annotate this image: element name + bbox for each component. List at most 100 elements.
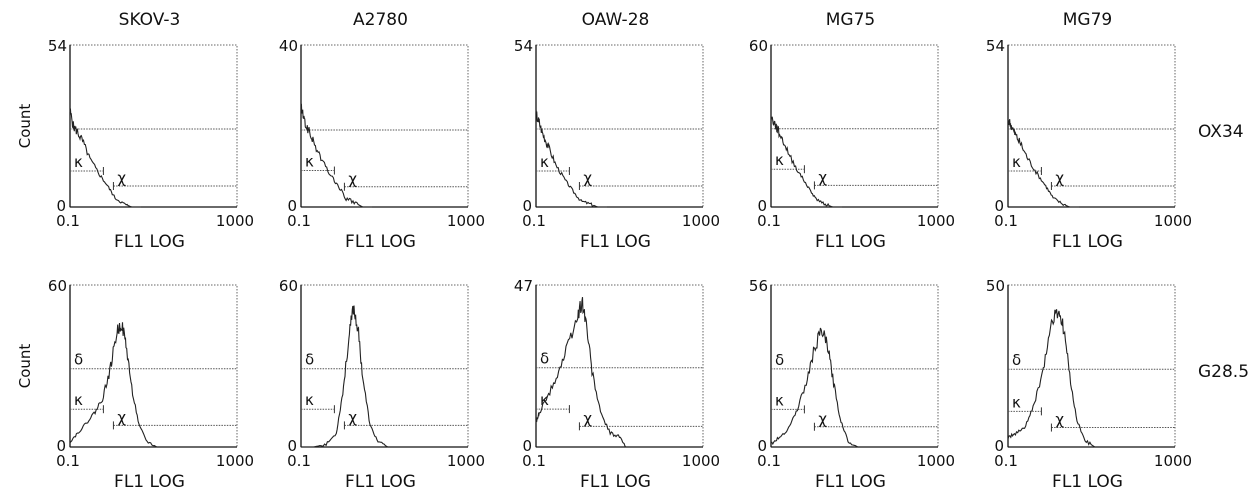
y-max-tick: 56 <box>749 277 768 295</box>
histogram-panel: 54 00.1 1000 FL1 LOG κ χ <box>514 37 720 252</box>
gate-label-delta: δ <box>775 351 784 369</box>
x-axis-label: FL1 LOG <box>114 472 185 492</box>
x-axis-label: FL1 LOG <box>815 232 886 252</box>
x-min-tick: 0.1 <box>522 212 546 230</box>
y-min-tick: 0 <box>522 437 532 455</box>
y-min-tick: 0 <box>287 197 297 215</box>
y-min-tick: 0 <box>56 197 66 215</box>
histogram-panel: 60 00.1 1000 FL1 LOG δ κ χ <box>48 277 254 492</box>
x-max-tick: 1000 <box>447 452 485 470</box>
x-max-tick: 1000 <box>1154 212 1192 230</box>
y-max-tick: 60 <box>48 277 67 295</box>
histogram-panel: 60 00.1 1000 FL1 LOG κ χ <box>749 37 955 252</box>
y-max-tick: 60 <box>279 277 298 295</box>
gate-label-delta: δ <box>1012 351 1021 369</box>
column-title: MG79 <box>1063 10 1112 30</box>
gate-label-kappa: κ <box>1012 393 1021 411</box>
row-label: OX34 <box>1198 122 1244 142</box>
x-max-tick: 1000 <box>447 212 485 230</box>
x-max-tick: 1000 <box>216 452 254 470</box>
y-min-tick: 0 <box>287 437 297 455</box>
plot-frame <box>69 44 238 208</box>
histogram-trace <box>300 103 372 208</box>
histogram-panel: 50 00.1 1000 FL1 LOG δ κ χ <box>986 277 1192 492</box>
x-axis-label: FL1 LOG <box>345 472 416 492</box>
x-max-tick: 1000 <box>1154 452 1192 470</box>
y-max-tick: 40 <box>279 37 298 55</box>
gate-label-chi: χ <box>583 409 592 427</box>
plot-frame <box>535 44 704 208</box>
histogram-trace <box>1007 119 1079 208</box>
x-min-tick: 0.1 <box>287 452 311 470</box>
plot-frame <box>69 284 238 448</box>
y-max-tick: 54 <box>986 37 1005 55</box>
column-title: SKOV-3 <box>119 10 181 30</box>
plot-frame <box>300 44 469 208</box>
histogram-trace <box>770 327 859 448</box>
histogram-trace <box>770 116 842 208</box>
x-max-tick: 1000 <box>917 212 955 230</box>
gate-label-chi: χ <box>818 410 827 428</box>
histogram-trace <box>535 109 607 208</box>
y-max-tick: 54 <box>48 37 67 55</box>
row-label: G28.5 <box>1198 362 1249 382</box>
gate-label-kappa: κ <box>305 391 314 409</box>
x-max-tick: 1000 <box>917 452 955 470</box>
histogram-panel: 54 00.1 1000 FL1 LOG κ χ <box>986 37 1192 252</box>
y-min-tick: 0 <box>757 437 767 455</box>
x-axis-label: FL1 LOG <box>580 232 651 252</box>
histogram-panel: 54 00.1 1000 FL1 LOG κ χ <box>48 37 254 252</box>
x-max-tick: 1000 <box>682 212 720 230</box>
gate-label-kappa: κ <box>775 391 784 409</box>
gate-label-kappa: κ <box>775 151 784 169</box>
gate-label-chi: χ <box>348 408 357 426</box>
histogram-panel: 47 00.1 1000 FL1 LOG δ κ χ <box>514 277 720 492</box>
y-axis-label: Count <box>16 104 34 149</box>
column-title: A2780 <box>353 10 408 30</box>
column-title: OAW-28 <box>582 10 650 30</box>
x-min-tick: 0.1 <box>56 452 80 470</box>
y-min-tick: 0 <box>994 197 1004 215</box>
x-min-tick: 0.1 <box>287 212 311 230</box>
plot-frame <box>300 284 469 448</box>
x-min-tick: 0.1 <box>994 452 1018 470</box>
y-max-tick: 50 <box>986 277 1005 295</box>
x-axis-label: FL1 LOG <box>345 232 416 252</box>
y-max-tick: 47 <box>514 277 533 295</box>
histogram-panel: 60 00.1 1000 FL1 LOG δ κ χ <box>279 277 485 492</box>
y-min-tick: 0 <box>994 437 1004 455</box>
gate-label-delta: δ <box>305 351 314 369</box>
gate-label-chi: χ <box>583 169 592 187</box>
gate-label-chi: χ <box>348 170 357 188</box>
gate-label-kappa: κ <box>540 391 549 409</box>
gate-label-chi: χ <box>1055 169 1064 187</box>
x-axis-label: FL1 LOG <box>1052 232 1123 252</box>
gate-label-delta: δ <box>74 351 83 369</box>
x-axis-label: FL1 LOG <box>1052 472 1123 492</box>
plot-frame <box>1007 44 1176 208</box>
y-min-tick: 0 <box>757 197 767 215</box>
y-min-tick: 0 <box>56 437 66 455</box>
x-max-tick: 1000 <box>216 212 254 230</box>
y-max-tick: 54 <box>514 37 533 55</box>
plot-frame <box>1007 284 1176 448</box>
y-max-tick: 60 <box>749 37 768 55</box>
x-max-tick: 1000 <box>682 452 720 470</box>
histogram-trace <box>69 322 158 448</box>
x-min-tick: 0.1 <box>994 212 1018 230</box>
x-axis-label: FL1 LOG <box>815 472 886 492</box>
x-axis-label: FL1 LOG <box>114 232 185 252</box>
histogram-panel: 40 00.1 1000 FL1 LOG κ χ <box>279 37 485 252</box>
gate-label-kappa: κ <box>305 153 314 171</box>
y-min-tick: 0 <box>522 197 532 215</box>
gate-label-kappa: κ <box>74 153 83 171</box>
gate-label-chi: χ <box>1055 411 1064 429</box>
column-title: MG75 <box>826 10 875 30</box>
gate-label-kappa: κ <box>540 153 549 171</box>
plot-frame <box>770 44 939 208</box>
plot-frame <box>770 284 939 448</box>
gate-label-kappa: κ <box>1012 153 1021 171</box>
x-min-tick: 0.1 <box>522 452 546 470</box>
x-min-tick: 0.1 <box>56 212 80 230</box>
